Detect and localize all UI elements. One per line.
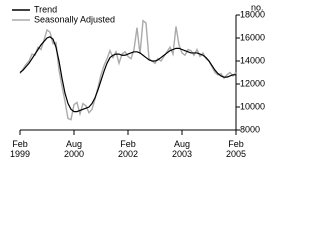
legend-label: Seasonally Adjusted (34, 14, 115, 24)
y-tick-label: 16000 (240, 32, 265, 42)
y-tick-label: 8000 (240, 124, 260, 134)
x-tick-label: Feb 1999 (9, 139, 31, 159)
legend-label: Trend (34, 4, 57, 14)
chart: no. 8000 10000 12000 14000 16000 18000 Trend Se… (9, 2, 266, 159)
x-tick-label: Feb 2002 (117, 139, 139, 159)
y-tick-label: 14000 (240, 55, 265, 65)
chart-canvas: no. 8000 10000 12000 14000 16000 18000 TrendSe… (12, 2, 265, 135)
y-axis-label: no. (251, 2, 264, 12)
x-tick-label: Aug 2000 (63, 139, 85, 159)
y-tick-label: 10000 (240, 101, 265, 111)
x-tick-label: Feb 2005 (225, 139, 247, 159)
line-series (19, 36, 236, 113)
x-tick-label: Aug 2003 (171, 139, 193, 159)
line-series (19, 19, 237, 121)
y-tick-label: 18000 (240, 9, 265, 19)
y-tick-label: 12000 (240, 78, 265, 88)
